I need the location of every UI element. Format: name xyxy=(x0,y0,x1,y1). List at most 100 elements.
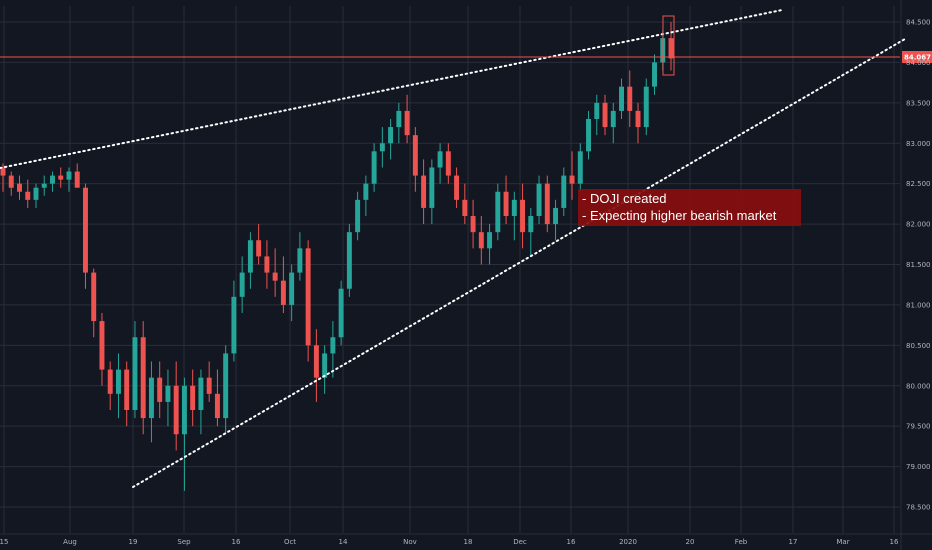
candle xyxy=(223,345,229,435)
candle-body xyxy=(239,272,245,297)
candle xyxy=(165,369,171,427)
candle-body xyxy=(602,102,608,128)
candle-body xyxy=(346,232,352,289)
candle xyxy=(115,353,121,419)
x-tick-label: 20 xyxy=(686,538,695,546)
y-tick-label: 79.500 xyxy=(906,423,931,431)
x-tick-label: 16 xyxy=(567,538,576,546)
x-tick-label: 18 xyxy=(464,538,473,546)
x-tick-label: Aug xyxy=(63,538,77,546)
candle-body xyxy=(511,199,517,216)
annotation-line-1: - DOJI created xyxy=(582,191,667,206)
candle xyxy=(396,102,402,144)
candle xyxy=(66,167,72,192)
candle xyxy=(569,151,575,200)
candle-body xyxy=(99,321,105,370)
candle-body xyxy=(536,183,542,216)
candle xyxy=(388,119,394,160)
candle-body xyxy=(107,369,113,394)
candle xyxy=(173,361,179,451)
annotation-line-2: - Expecting higher bearish market xyxy=(582,208,777,223)
candle-body xyxy=(404,110,410,136)
candle-body xyxy=(330,337,336,354)
candle-body xyxy=(619,86,624,111)
candle-body xyxy=(462,199,468,216)
candle xyxy=(58,167,64,188)
candle-body xyxy=(643,86,649,128)
candle xyxy=(247,232,253,289)
y-tick-label: 84.000 xyxy=(906,59,931,67)
y-tick-label: 84.500 xyxy=(906,19,931,27)
candle xyxy=(33,183,39,208)
candle xyxy=(445,143,451,184)
candle-body xyxy=(17,183,22,192)
x-tick-label: 14 xyxy=(339,538,348,546)
y-tick-label: 79.000 xyxy=(906,463,931,471)
candle xyxy=(17,175,22,200)
candle-body xyxy=(396,110,402,128)
candle-body xyxy=(223,353,229,419)
candle-body xyxy=(363,183,369,200)
candle-body xyxy=(165,385,171,402)
candle xyxy=(429,159,435,225)
candle-body xyxy=(41,183,47,188)
x-tick-label: 15 xyxy=(0,538,8,546)
candle xyxy=(25,179,31,208)
candle xyxy=(561,167,567,216)
candle-body xyxy=(82,187,88,273)
candle-body xyxy=(503,191,509,216)
candle-body xyxy=(272,272,278,281)
candle xyxy=(330,321,336,378)
candle-body xyxy=(231,296,237,354)
y-tick-label: 81.000 xyxy=(906,301,931,309)
y-tick-label: 80.000 xyxy=(906,382,931,390)
candle xyxy=(553,199,559,241)
candle xyxy=(91,268,97,338)
candle-body xyxy=(569,175,575,184)
candle xyxy=(470,199,476,249)
x-tick-label: Sep xyxy=(177,538,191,546)
candle-body xyxy=(495,191,501,233)
doji-highlight-box xyxy=(662,15,675,76)
candle-body xyxy=(429,167,435,208)
candle-body xyxy=(454,175,460,200)
y-tick-label: 81.500 xyxy=(906,261,931,269)
candle-body xyxy=(313,345,319,378)
candle xyxy=(371,143,377,192)
candle-body xyxy=(338,288,344,338)
candle-body xyxy=(74,171,80,188)
candle xyxy=(346,224,352,297)
candle-body xyxy=(445,151,451,176)
candle-body xyxy=(140,337,146,419)
candle-body xyxy=(148,377,154,419)
candle-body xyxy=(124,369,130,410)
candle xyxy=(272,248,278,297)
candle-body xyxy=(528,216,534,233)
candle xyxy=(602,94,608,136)
candle-body xyxy=(412,135,418,176)
candle xyxy=(487,224,493,265)
y-tick-label: 83.500 xyxy=(906,99,931,107)
candle-body xyxy=(132,337,138,410)
candle-body xyxy=(421,175,427,208)
candle-body xyxy=(470,216,476,233)
candle-body xyxy=(181,385,187,435)
candle xyxy=(586,110,592,160)
candle xyxy=(363,175,369,216)
candle xyxy=(462,183,468,225)
candle xyxy=(610,102,616,144)
candle xyxy=(643,78,649,136)
candle-body xyxy=(322,353,328,378)
y-tick-label: 80.500 xyxy=(906,342,931,350)
overlays: 84.067 - DOJI created - Expecting higher b… xyxy=(0,15,932,226)
current-price-label: 84.067 xyxy=(904,54,931,62)
candle xyxy=(239,256,245,313)
candle-body xyxy=(305,248,311,346)
candle-body xyxy=(478,232,484,249)
candle xyxy=(313,329,319,402)
candle xyxy=(181,377,187,491)
x-tick-label: 2020 xyxy=(619,538,637,546)
